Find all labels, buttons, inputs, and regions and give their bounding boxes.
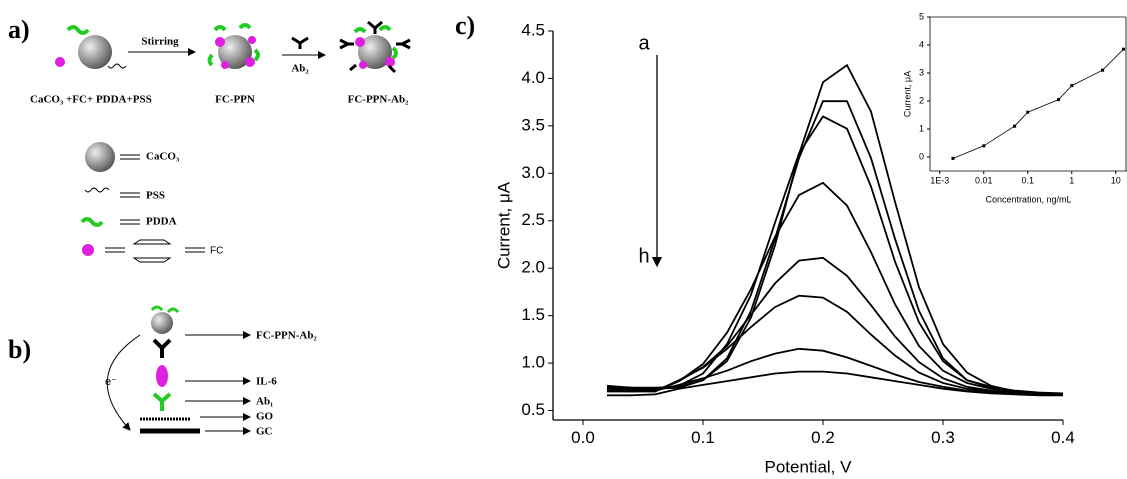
panel-label: b) <box>8 335 31 364</box>
pdda-coat <box>207 23 260 67</box>
series-line <box>606 294 1063 396</box>
annotation: a <box>638 32 650 54</box>
pointer-arrows <box>185 331 251 435</box>
series-line <box>606 115 1064 395</box>
fc-ppn-ab2-ball <box>358 35 392 69</box>
pdda-coat <box>353 25 398 60</box>
y-tick-label: 1 <box>919 123 924 133</box>
legend-icon <box>85 142 115 172</box>
data-point <box>1122 47 1126 51</box>
legend-icon <box>80 217 104 227</box>
electron-arrow <box>106 334 141 431</box>
fc-ppn-ball <box>218 35 252 69</box>
y-tick-label: 3.5 <box>521 115 545 134</box>
series-line <box>606 256 1064 396</box>
fc-dots <box>215 36 256 69</box>
x-tick-label: 1E-3 <box>930 176 949 186</box>
series-line <box>606 181 1064 396</box>
equals <box>120 154 140 160</box>
y-tick-label: 0.5 <box>521 400 545 419</box>
data-point <box>1013 124 1017 128</box>
annotation: h <box>638 245 649 267</box>
fc-dot <box>55 57 65 67</box>
layer-label: IL-6 <box>256 376 277 388</box>
y-tick-label: 2 <box>919 95 924 105</box>
series-line <box>606 63 1063 395</box>
y-tick-label: 4.5 <box>521 20 545 39</box>
data-point <box>951 156 955 160</box>
legend-icon <box>84 187 110 193</box>
y-tick-label: 1.5 <box>521 305 545 324</box>
legend-label: PDDA <box>146 216 177 228</box>
x-tick-label: 0.0 <box>571 428 595 447</box>
x-tick-label: 0.4 <box>1051 428 1075 447</box>
antibodies <box>339 20 411 74</box>
x-tick-label: 0.1 <box>691 428 715 447</box>
y-tick-label: 3 <box>919 67 924 77</box>
y-axis-title: Current, μA <box>494 181 513 269</box>
antibody <box>152 338 172 358</box>
data-point <box>1057 98 1061 102</box>
y-tick-label: 2.5 <box>521 210 545 229</box>
y-tick-label: 1.0 <box>521 353 545 372</box>
series-line <box>607 370 1063 397</box>
data-point <box>1070 84 1074 88</box>
layer-label: GC <box>256 426 273 438</box>
fc-ppn-ball <box>151 312 173 334</box>
x-tick-label: 1 <box>1069 176 1074 186</box>
y-tick-label: 4.0 <box>521 68 545 87</box>
x-tick-label: 0.3 <box>931 428 955 447</box>
layer-label: FC-PPN-Ab₂ <box>256 330 317 342</box>
x-tick-label: 0.1 <box>1022 176 1035 186</box>
y-tick-label: 5 <box>919 11 924 21</box>
y-tick-label: 4 <box>919 39 924 49</box>
antibody-icon <box>291 36 309 49</box>
ab1 <box>152 392 172 411</box>
caco3-ball <box>78 35 112 69</box>
step-label: Stirring <box>141 36 179 48</box>
panel-label: c) <box>455 11 475 40</box>
step-label: Ab₂ <box>291 63 309 75</box>
x-axis-title: Concentration, ng/mL <box>985 194 1071 204</box>
x-axis-title: Potential, V <box>765 457 853 476</box>
pdda-coat <box>150 305 180 314</box>
data-point <box>982 144 986 148</box>
y-axis-title: Current, μA <box>902 71 912 117</box>
il6 <box>156 365 168 387</box>
pss-icon <box>107 63 127 69</box>
layer-label: GO <box>256 411 274 423</box>
product-label: FC-PPN <box>215 94 255 106</box>
y-tick-label: 3.0 <box>521 163 545 182</box>
electron-label: e⁻ <box>105 376 117 388</box>
product-label: FC-PPN-Ab₂ <box>348 94 409 106</box>
equals <box>120 219 140 225</box>
ferrocene-icon <box>132 239 172 263</box>
y-tick-label: 0 <box>919 151 924 161</box>
x-tick-label: 10 <box>1111 176 1121 186</box>
pdda-icon <box>66 25 90 35</box>
equals <box>105 247 205 253</box>
equals <box>120 192 140 198</box>
legend-icon <box>82 244 94 256</box>
series-line <box>952 48 1124 159</box>
panel-label: a) <box>8 15 30 44</box>
legend-label: PSS <box>146 190 165 202</box>
layer-label: Ab₁ <box>256 396 273 408</box>
data-point <box>1026 110 1030 114</box>
data-point <box>1101 68 1105 72</box>
y-tick-label: 2.0 <box>521 258 545 277</box>
x-tick-label: 0.2 <box>811 428 835 447</box>
fc-dots <box>355 37 395 69</box>
components-label: CaCO₃ +FC+ PDDA+PSS <box>30 94 152 106</box>
legend-label: FC <box>210 246 223 257</box>
x-tick-label: 0.01 <box>975 176 993 186</box>
series-line <box>606 100 1063 395</box>
legend-label: CaCO₃ <box>146 151 180 163</box>
